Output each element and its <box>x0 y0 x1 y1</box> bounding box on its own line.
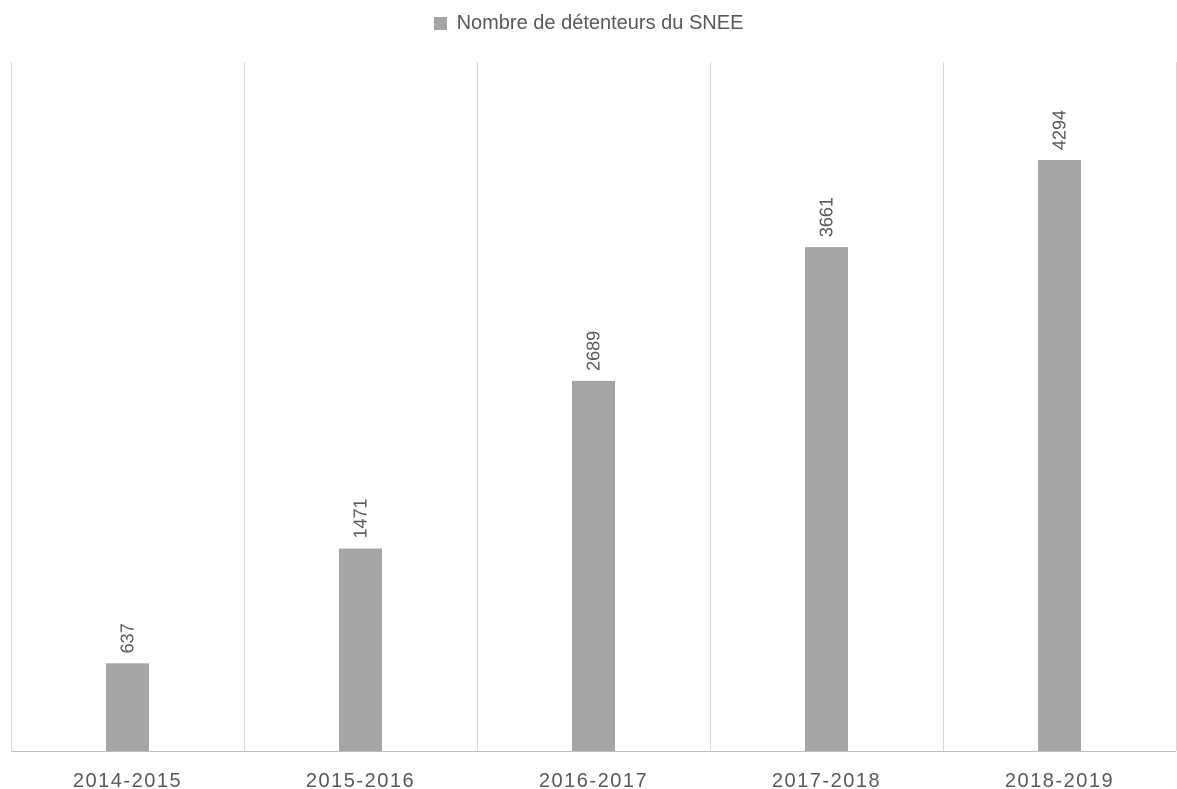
bar <box>1038 160 1081 751</box>
bar <box>805 247 848 752</box>
data-label: 1471 <box>351 498 371 538</box>
x-tick-label: 2018-2019 <box>1005 770 1114 789</box>
data-label: 2689 <box>584 331 604 371</box>
data-label: 3661 <box>817 197 837 237</box>
bar <box>339 548 382 751</box>
x-tick-label: 2014-2015 <box>73 770 182 789</box>
bar <box>572 380 615 751</box>
data-label: 637 <box>118 623 138 653</box>
x-tick-label: 2016-2017 <box>539 770 648 789</box>
bar <box>106 663 149 751</box>
data-label: 4294 <box>1050 110 1070 150</box>
legend-swatch <box>433 17 447 30</box>
x-tick-label: 2017-2018 <box>772 770 881 789</box>
legend: Nombre de détenteurs du SNEE <box>0 12 1177 35</box>
legend-label: Nombre de détenteurs du SNEE <box>456 12 744 34</box>
x-tick-label: 2015-2016 <box>306 770 415 789</box>
